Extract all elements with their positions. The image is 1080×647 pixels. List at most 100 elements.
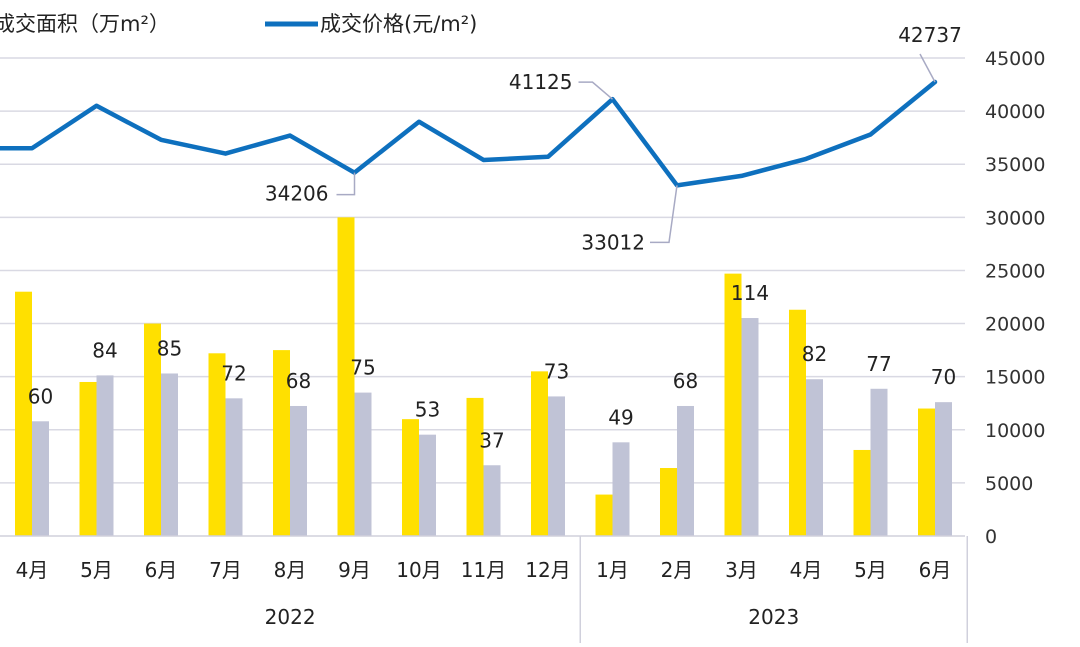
bar-yellow [918, 408, 935, 536]
price-point [546, 155, 550, 159]
x-category-label: 5月 [80, 558, 113, 582]
data-label: 53 [415, 398, 440, 422]
data-label: 75 [350, 356, 375, 380]
year-group-label: 2022 [265, 605, 316, 629]
x-category-label: 3月 [725, 558, 758, 582]
x-category-label: 8月 [274, 558, 307, 582]
y-tick-label: 10000 [985, 420, 1045, 442]
bar-area [483, 465, 501, 536]
x-category-label: 7月 [209, 558, 242, 582]
price-point [417, 120, 421, 124]
data-labels: 60 84 85 72 68 75 53 37 73 49 68 114 82 77 70 34206 4112… [28, 23, 962, 452]
price-point [95, 104, 98, 108]
data-label: 68 [286, 369, 311, 393]
x-category-label: 10月 [396, 558, 441, 582]
y-tick-label: 15000 [985, 367, 1045, 389]
bar-yellow [144, 323, 161, 536]
x-category-label: 9月 [338, 558, 371, 582]
x-category-label: 12月 [525, 558, 570, 582]
data-label: 70 [931, 365, 956, 389]
bar-yellow [273, 350, 290, 536]
price-line-path [0, 79, 938, 188]
price-point [159, 138, 163, 142]
callout-leader [919, 53, 936, 83]
bar-yellow [531, 371, 548, 536]
x-category-label: 11月 [461, 558, 506, 582]
x-category-label: 5月 [854, 558, 887, 582]
price-point [740, 174, 743, 178]
bar-area [161, 373, 178, 536]
data-label: 82 [802, 342, 827, 366]
x-category-label: 6月 [919, 558, 952, 582]
data-label: 60 [28, 384, 53, 408]
bar-area [548, 396, 565, 536]
bar-yellow [208, 353, 226, 536]
bar-area [290, 405, 307, 536]
data-label: 85 [157, 336, 182, 360]
price-point [224, 152, 227, 156]
legend-area-label: 成交面积（万m²） [0, 12, 170, 36]
bar-yellow [595, 494, 613, 536]
data-label: 68 [673, 369, 698, 393]
bar-area [612, 442, 630, 536]
price-point [30, 146, 34, 150]
y-tick-label: 0 [985, 526, 997, 548]
x-category-label: 4月 [16, 558, 49, 582]
bar-yellow [660, 468, 677, 536]
bar-area [419, 434, 436, 536]
callout-leader [336, 172, 356, 196]
bar-yellow [402, 419, 419, 536]
bar-yellow [15, 291, 32, 536]
x-category-label: 1月 [596, 558, 629, 582]
bar-area [870, 388, 888, 536]
price-callout-label: 33012 [581, 230, 645, 254]
bar-yellow [466, 397, 484, 536]
bar-area [96, 375, 114, 536]
bar-area [741, 318, 759, 536]
data-label: 114 [731, 281, 769, 305]
data-label: 49 [608, 405, 633, 429]
legend-price-label: 成交价格(元/m²) [320, 12, 477, 36]
y-tick-label: 5000 [985, 473, 1033, 495]
callout-leader [650, 185, 678, 244]
x-category-label: 6月 [145, 558, 178, 582]
data-label: 73 [544, 359, 569, 383]
bar-area [225, 398, 243, 536]
y-tick-label: 35000 [985, 154, 1045, 176]
price-point [482, 158, 485, 162]
y-tick-label: 30000 [985, 207, 1045, 229]
y-tick-label: 40000 [985, 101, 1045, 123]
x-category-label: 2月 [661, 558, 694, 582]
bars [15, 217, 952, 537]
bar-area [677, 405, 694, 536]
axes: 0 5000 10000 15000 20000 25000 30000 35000 40000… [0, 48, 1045, 643]
y-tick-label: 25000 [985, 260, 1045, 282]
bar-yellow [337, 217, 355, 537]
data-label: 84 [92, 338, 117, 362]
data-label: 72 [221, 361, 246, 385]
bar-yellow [79, 381, 97, 536]
bar-area [806, 379, 823, 536]
price-callout-label: 41125 [509, 70, 573, 94]
data-label: 37 [479, 428, 504, 452]
price-callout-label: 42737 [898, 23, 962, 47]
callout-leader [578, 81, 613, 100]
y-tick-label: 20000 [985, 314, 1045, 336]
price-point [804, 157, 808, 161]
bar-yellow [789, 309, 806, 536]
price-point [869, 132, 872, 136]
price-line [0, 79, 938, 188]
year-group-label: 2023 [748, 605, 799, 629]
bar-yellow [853, 449, 871, 536]
price-callout-label: 34206 [265, 182, 329, 206]
bar-area [935, 402, 952, 536]
bar-yellow [724, 273, 742, 536]
y-tick-label: 45000 [985, 48, 1045, 70]
bar-area [32, 421, 49, 536]
legend: 成交面积（万m²） 成交价格(元/m²) [0, 12, 477, 36]
price-point [288, 134, 292, 138]
data-label: 77 [866, 352, 891, 376]
bar-area [354, 392, 372, 536]
